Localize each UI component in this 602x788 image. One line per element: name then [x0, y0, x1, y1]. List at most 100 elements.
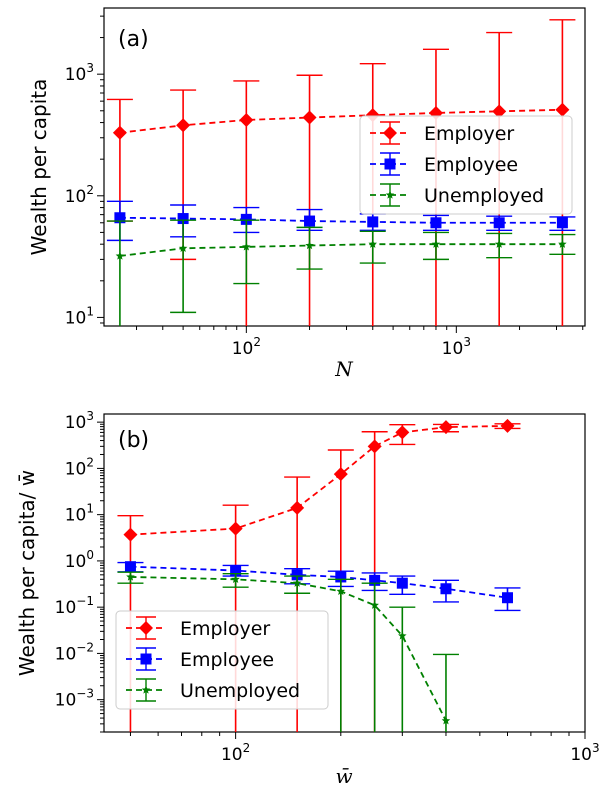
data-point: [492, 104, 507, 119]
y-tick-label: 102: [65, 183, 94, 207]
data-point: [556, 217, 568, 229]
data-point: [302, 110, 317, 125]
data-point: [398, 631, 407, 640]
legend-frame: [359, 115, 573, 215]
legend-label: Employer: [424, 123, 514, 145]
data-point: [292, 578, 302, 587]
panel-label: (a): [118, 27, 149, 52]
legend-marker: [385, 190, 395, 199]
x-tick-label: 103: [442, 335, 471, 359]
x-tick-label: 102: [221, 741, 250, 765]
legend: Employer Employee Unemployed: [115, 610, 329, 710]
x-axis-title: w̄: [335, 764, 352, 788]
panel-label: (b): [118, 428, 149, 453]
data-point: [126, 572, 135, 581]
y-tick-label: 101: [65, 502, 94, 526]
data-point: [177, 213, 189, 225]
legend-label: Unemployed: [180, 680, 300, 702]
series-employee: [117, 561, 521, 612]
data-point: [178, 243, 188, 252]
data-point: [369, 574, 381, 586]
legend-label: Employee: [424, 154, 518, 176]
data-point: [431, 239, 441, 248]
axis-ticks: 102 103 10−3 10−2 10−1 100 101 102 103: [55, 409, 600, 765]
series-unemployed: [117, 571, 459, 732]
legend-marker: [384, 158, 396, 170]
x-tick-label: 103: [570, 741, 599, 765]
legend: Employer Employee Unemployed: [359, 115, 573, 215]
series-employer: [106, 19, 576, 326]
data-point: [304, 215, 316, 227]
legend-marker: [140, 653, 152, 665]
legend-item-employer: Employer: [370, 121, 514, 145]
legend-label: Employer: [180, 618, 270, 640]
data-point: [440, 583, 452, 595]
data-point: [395, 425, 410, 440]
data-point: [396, 577, 408, 589]
data-point: [370, 600, 379, 609]
data-point: [368, 239, 378, 248]
series-line: [119, 108, 563, 134]
data-point: [493, 217, 505, 229]
x-axis-title: N: [334, 357, 354, 381]
y-tick-label: 10−3: [55, 687, 94, 711]
y-tick-label: 101: [65, 304, 94, 328]
series-line: [119, 243, 563, 257]
data-point: [291, 569, 303, 581]
panel-a: (a) N Wealth per capita 102 103101102103 …: [27, 7, 586, 381]
legend-marker: [383, 126, 397, 140]
legend-frame: [115, 610, 329, 710]
data-point: [500, 418, 515, 433]
data-point: [228, 521, 243, 536]
data-point: [501, 592, 513, 604]
y-tick-label: 102: [65, 455, 94, 479]
y-tick-label: 103: [65, 409, 94, 433]
data-point: [367, 439, 382, 454]
data-point: [230, 565, 242, 577]
data-point: [176, 118, 191, 133]
data-point: [240, 213, 252, 225]
data-point: [124, 561, 136, 573]
series-layer: [106, 19, 576, 326]
legend-item-employee: Employee: [126, 647, 274, 671]
data-point: [112, 125, 127, 140]
y-tick-label: 10−1: [55, 594, 94, 618]
data-point: [441, 716, 451, 725]
data-point: [239, 112, 254, 127]
y-tick-label: 10−2: [55, 640, 94, 664]
y-tick-label: 103: [65, 61, 94, 85]
y-axis-title: Wealth per capita: [27, 79, 51, 256]
data-point: [290, 500, 305, 515]
legend-marker: [141, 685, 151, 694]
data-point: [438, 420, 453, 435]
legend-label: Employee: [180, 649, 274, 671]
y-tick-label: 100: [65, 548, 94, 572]
series-line: [130, 565, 508, 599]
data-point: [367, 216, 379, 228]
series-employee: [106, 200, 576, 242]
panel-b: (b) w̄ Wealth per capita/ w̄ 102 10310−31…: [15, 409, 600, 788]
data-point: [242, 242, 251, 251]
legend-marker: [139, 621, 153, 635]
series-unemployed: [106, 219, 576, 326]
x-tick-label: 102: [232, 335, 261, 359]
data-point: [336, 586, 346, 595]
data-point: [115, 251, 125, 260]
data-point: [333, 467, 348, 482]
data-point: [555, 102, 570, 117]
y-axis-title: Wealth per capita/ w̄: [15, 470, 39, 676]
data-point: [123, 527, 138, 542]
data-point: [494, 239, 504, 248]
series-line: [130, 424, 508, 536]
data-point: [558, 239, 567, 248]
axis-ticks: 102 103 101 102 103: [65, 15, 584, 359]
plot-area-frame: [103, 7, 586, 327]
data-point: [114, 212, 126, 224]
legend-label: Unemployed: [424, 185, 544, 207]
data-point: [430, 217, 442, 229]
plot-area-frame: [103, 413, 586, 733]
plot-clip: [106, 19, 576, 326]
legend-item-unemployed: Unemployed: [126, 678, 300, 702]
data-point: [231, 574, 240, 583]
